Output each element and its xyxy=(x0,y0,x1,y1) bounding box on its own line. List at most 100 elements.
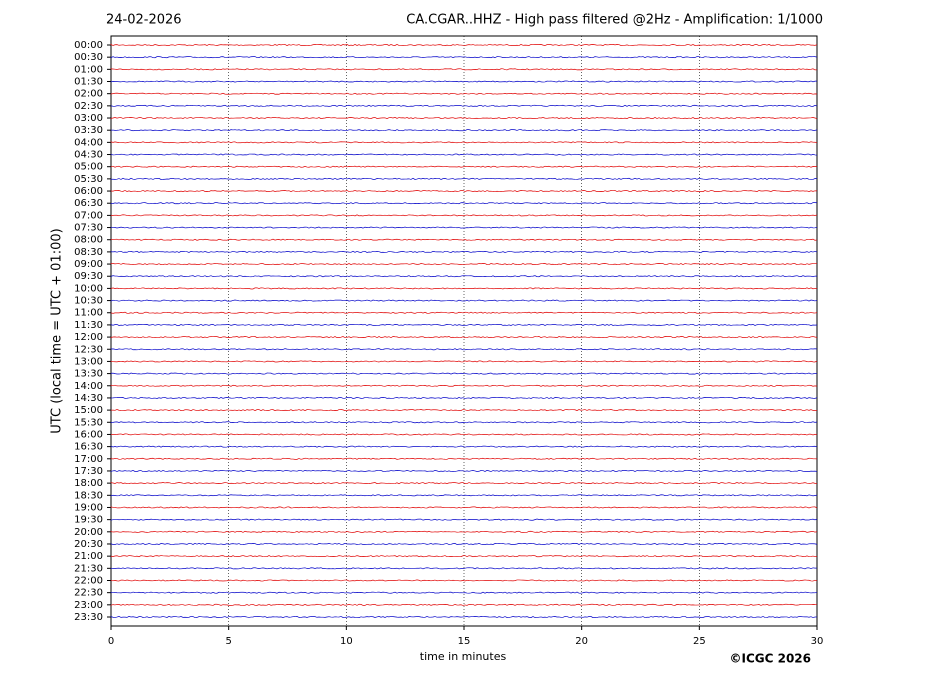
trace xyxy=(110,80,818,83)
y-axis-label: UTC (local time = UTC + 01:00) xyxy=(50,228,65,433)
y-tick-label: 17:00 xyxy=(74,454,103,465)
trace xyxy=(110,616,818,618)
trace xyxy=(110,104,818,107)
y-tick-label: 09:00 xyxy=(74,259,103,270)
trace xyxy=(110,336,818,339)
y-tick-label: 05:00 xyxy=(74,162,103,173)
y-tick-label: 20:00 xyxy=(74,527,103,538)
y-tick-label: 09:30 xyxy=(74,271,103,282)
y-tick-label: 19:30 xyxy=(74,515,103,526)
y-tick-label: 23:00 xyxy=(74,600,103,611)
y-tick-label: 03:00 xyxy=(74,113,103,124)
trace xyxy=(110,92,818,95)
trace xyxy=(110,518,818,521)
y-tick-label: 21:00 xyxy=(74,551,103,562)
y-tick-label: 11:00 xyxy=(74,308,103,319)
y-tick-label: 10:00 xyxy=(74,283,103,294)
y-tick-label: 14:30 xyxy=(74,393,103,404)
trace xyxy=(110,202,818,205)
trace xyxy=(110,360,818,363)
y-tick-label: 01:30 xyxy=(74,77,103,88)
trace xyxy=(110,263,818,266)
y-tick-label: 12:30 xyxy=(74,344,103,355)
trace xyxy=(110,482,818,485)
trace xyxy=(110,165,818,168)
trace xyxy=(110,421,818,424)
trace xyxy=(110,409,818,412)
y-tick-label: 06:00 xyxy=(74,186,103,197)
y-tick-label: 13:00 xyxy=(74,356,103,367)
trace xyxy=(110,530,818,533)
date: 24-02-2026 xyxy=(106,13,182,28)
y-tick-label: 14:00 xyxy=(74,381,103,392)
trace xyxy=(110,543,818,545)
y-tick-label: 20:30 xyxy=(74,539,103,550)
y-tick-label: 03:30 xyxy=(74,125,103,136)
copyright: ©ICGC 2026 xyxy=(729,652,811,666)
y-tick-label: 02:00 xyxy=(74,89,103,100)
y-tick-label: 17:30 xyxy=(74,466,103,477)
y-tick-label: 01:00 xyxy=(74,64,103,75)
trace xyxy=(110,579,818,582)
trace xyxy=(110,591,818,594)
trace xyxy=(110,275,818,278)
trace xyxy=(110,396,818,399)
x-tick-label: 15 xyxy=(458,636,471,647)
trace xyxy=(110,469,818,472)
y-tick-label: 04:30 xyxy=(74,150,103,161)
trace xyxy=(110,238,818,241)
trace xyxy=(110,555,818,558)
trace xyxy=(110,177,818,180)
trace xyxy=(110,226,818,229)
y-tick-label: 05:30 xyxy=(74,174,103,185)
trace xyxy=(110,190,818,193)
trace xyxy=(110,323,818,326)
trace xyxy=(110,457,818,460)
x-tick-label: 25 xyxy=(693,636,706,647)
trace xyxy=(110,129,818,132)
trace xyxy=(110,141,818,144)
y-tick-label: 04:00 xyxy=(74,137,103,148)
trace xyxy=(110,311,818,314)
x-tick-label: 0 xyxy=(108,636,114,647)
trace xyxy=(110,68,818,71)
x-tick-label: 10 xyxy=(340,636,353,647)
y-tick-label: 16:30 xyxy=(74,442,103,453)
y-tick-label: 07:00 xyxy=(74,210,103,221)
y-tick-label: 15:30 xyxy=(74,417,103,428)
trace xyxy=(110,117,818,120)
x-tick-label: 30 xyxy=(811,636,824,647)
y-tick-label: 18:00 xyxy=(74,478,103,489)
y-tick-label: 10:30 xyxy=(74,296,103,307)
y-tick-label: 15:00 xyxy=(74,405,103,416)
trace xyxy=(110,603,818,606)
y-tick-label: 19:00 xyxy=(74,502,103,513)
trace xyxy=(110,153,818,156)
y-tick-label: 00:30 xyxy=(74,52,103,63)
trace xyxy=(110,506,818,509)
y-tick-label: 07:30 xyxy=(74,223,103,234)
y-tick-label: 08:30 xyxy=(74,247,103,258)
x-axis-label: time in minutes xyxy=(420,650,507,663)
y-tick-label: 23:30 xyxy=(74,612,103,623)
y-tick-label: 21:30 xyxy=(74,563,103,574)
trace xyxy=(110,384,818,387)
y-tick-label: 08:00 xyxy=(74,235,103,246)
y-tick-label: 16:00 xyxy=(74,429,103,440)
x-tick-label: 20 xyxy=(575,636,588,647)
trace xyxy=(110,372,818,375)
y-tick-label: 13:30 xyxy=(74,369,103,380)
trace xyxy=(110,56,818,59)
y-tick-label: 22:00 xyxy=(74,575,103,586)
trace xyxy=(110,348,818,351)
y-tick-label: 00:00 xyxy=(74,40,103,51)
y-tick-label: 12:00 xyxy=(74,332,103,343)
trace xyxy=(110,567,818,570)
y-tick-label: 06:30 xyxy=(74,198,103,209)
y-tick-label: 02:30 xyxy=(74,101,103,112)
trace xyxy=(110,494,818,497)
trace xyxy=(110,250,818,253)
trace xyxy=(110,214,818,217)
y-tick-label: 18:30 xyxy=(74,490,103,501)
